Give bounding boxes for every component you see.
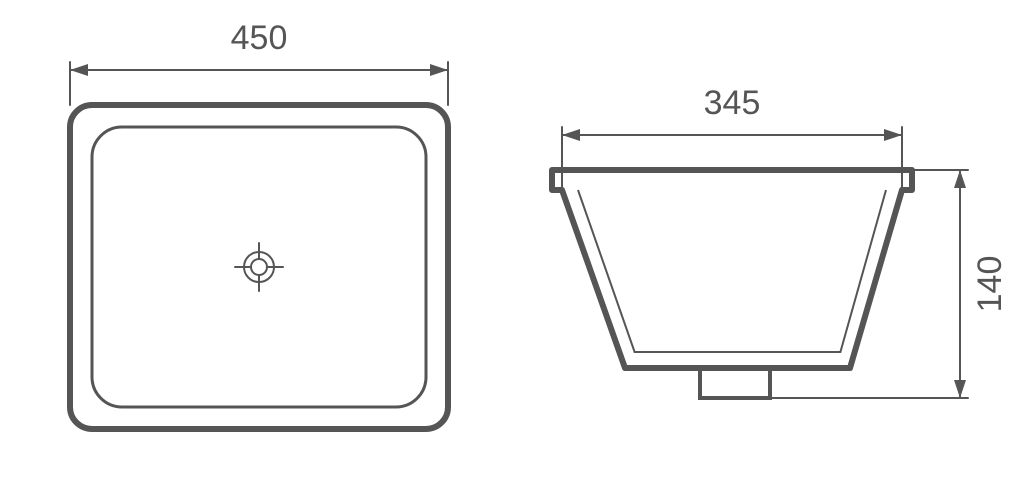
drain-icon (235, 243, 283, 291)
basin-profile-inner (578, 190, 886, 352)
technical-drawing: 450 345 140 (0, 0, 1033, 500)
dim-height-side: 140 (971, 256, 1009, 313)
drain-pipe (700, 368, 770, 398)
dim-width-top: 450 (231, 19, 288, 57)
top-view (70, 105, 448, 429)
dim-width-side: 345 (704, 84, 761, 122)
basin-outer-rim (70, 105, 448, 429)
basin-inner-bowl (92, 127, 426, 407)
side-view (552, 170, 912, 398)
